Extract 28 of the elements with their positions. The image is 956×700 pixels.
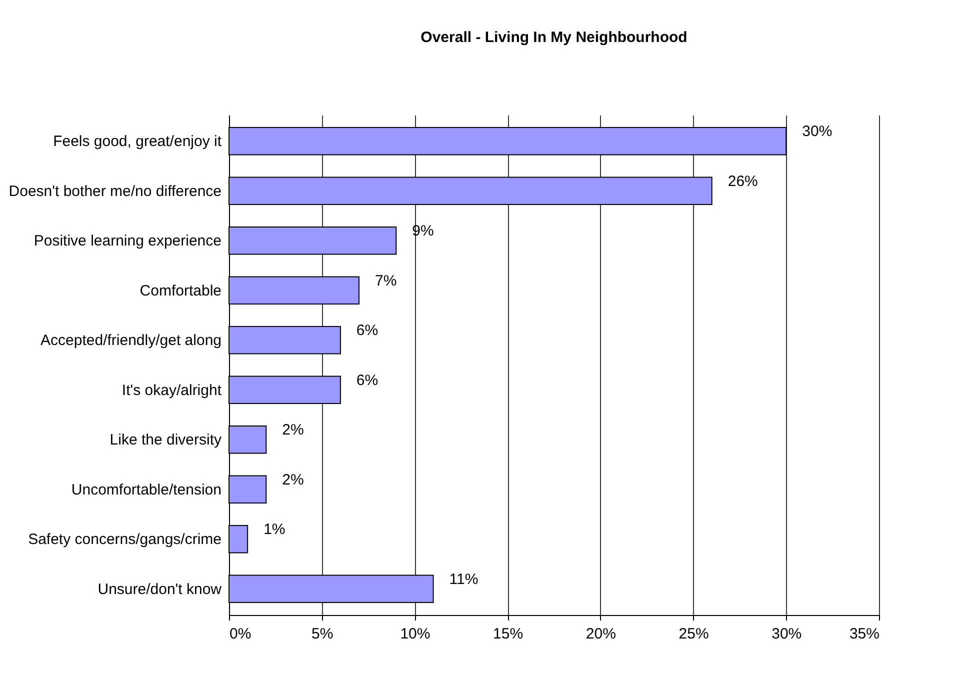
y-tick-label: It's okay/alright	[122, 382, 222, 399]
data-label: 7%	[375, 272, 397, 290]
y-tick-label: Unsure/don't know	[98, 580, 222, 598]
data-label: 30%	[802, 123, 832, 140]
data-label: 6%	[356, 322, 378, 340]
data-label: 2%	[282, 471, 304, 488]
data-label: 6%	[356, 372, 378, 389]
x-tick-label: 35%	[849, 626, 880, 642]
y-tick-label: Uncomfortable/tension	[71, 481, 222, 498]
y-tick-label: Like the diversity	[110, 432, 222, 449]
x-tick-label: 5%	[312, 626, 334, 642]
y-tick-label: Positive learning experience	[34, 232, 222, 250]
data-label: 26%	[728, 172, 758, 190]
data-label: 11%	[449, 570, 478, 588]
y-tick-label: Safety concerns/gangs/crime	[28, 531, 222, 548]
x-tick-label: 20%	[586, 626, 616, 642]
x-tick-label: 30%	[772, 626, 802, 642]
y-tick-label: Comfortable	[140, 282, 222, 300]
x-tick-label: 15%	[493, 626, 524, 642]
y-tick-label: Accepted/friendly/get along	[40, 332, 222, 350]
x-tick-label: 25%	[678, 626, 709, 642]
x-tick-label: 0%	[230, 626, 252, 642]
x-tick-label: 10%	[400, 626, 430, 642]
y-tick-label: Feels good, great/enjoy it	[53, 133, 222, 150]
data-label: 2%	[282, 422, 304, 439]
data-label: 1%	[264, 521, 286, 538]
y-tick-label: Doesn't bother me/no difference	[8, 182, 222, 200]
chart-title: Overall - Living In My Neighbourhood	[420, 29, 688, 46]
